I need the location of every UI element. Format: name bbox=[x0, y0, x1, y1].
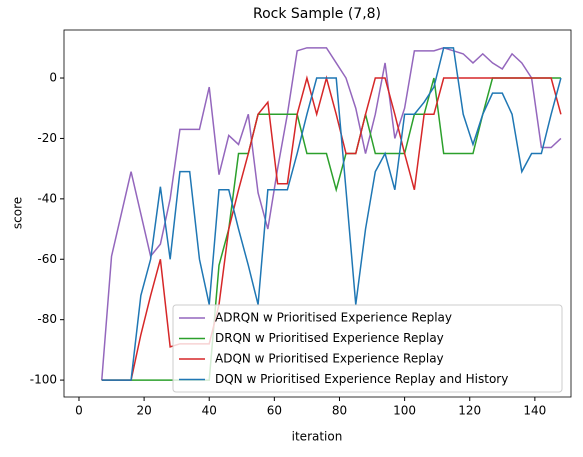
x-tick-label: 20 bbox=[136, 404, 151, 418]
legend-label: DQN w Prioritised Experience Replay and … bbox=[215, 372, 508, 386]
legend-label: ADRQN w Prioritised Experience Replay bbox=[215, 311, 452, 325]
x-tick-label: 40 bbox=[202, 404, 217, 418]
x-tick-label: 80 bbox=[332, 404, 347, 418]
legend-label: DRQN w Prioritised Experience Replay bbox=[215, 331, 444, 345]
x-tick-label: 120 bbox=[458, 404, 481, 418]
legend-label: ADQN w Prioritised Experience Replay bbox=[215, 352, 444, 366]
legend-box bbox=[172, 304, 563, 393]
y-tick-label: -100 bbox=[30, 373, 57, 387]
x-tick-label: 100 bbox=[393, 404, 416, 418]
x-tick-label: 140 bbox=[523, 404, 546, 418]
y-tick-label: 0 bbox=[49, 71, 57, 85]
series-line bbox=[101, 47, 562, 381]
x-axis-label: iteration bbox=[292, 430, 343, 444]
y-axis-label: score bbox=[11, 197, 25, 229]
chart-title: Rock Sample (7,8) bbox=[253, 6, 381, 22]
y-tick-label: -80 bbox=[37, 312, 57, 326]
y-tick-label: -60 bbox=[37, 252, 57, 266]
y-tick-label: -40 bbox=[37, 191, 57, 205]
y-tick-label: -20 bbox=[37, 131, 57, 145]
x-tick-label: 0 bbox=[75, 404, 83, 418]
plot-frame bbox=[63, 29, 572, 398]
x-tick-label: 60 bbox=[267, 404, 282, 418]
series-line bbox=[101, 47, 562, 381]
